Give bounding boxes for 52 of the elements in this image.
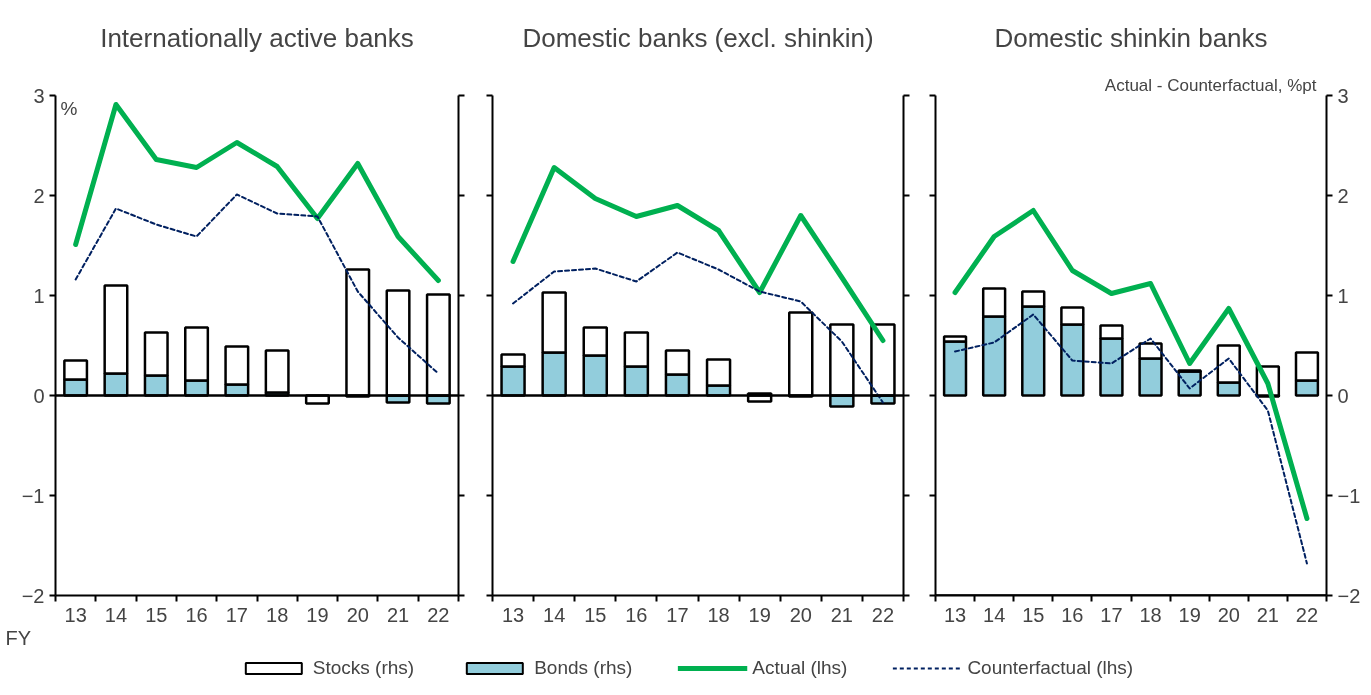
chart-title: Domestic banks (excl. shinkin) <box>522 22 874 53</box>
chart-title: Domestic shinkin banks <box>994 22 1268 53</box>
x-tick-label: 16 <box>625 603 648 626</box>
x-tick-label: 19 <box>1178 603 1201 626</box>
y-tick-label: 0 <box>33 384 45 407</box>
y-tick-label: −2 <box>21 584 45 607</box>
x-tick-label: 13 <box>501 603 525 626</box>
x-tick-label: 18 <box>266 603 289 626</box>
legend-label: Bonds (rhs) <box>534 657 633 679</box>
x-tick-label: 20 <box>346 603 369 626</box>
x-tick-label: 19 <box>748 603 771 626</box>
x-tick-label: 20 <box>1217 603 1240 626</box>
x-tick-label: 15 <box>584 603 607 626</box>
x-tick-label: 15 <box>145 603 168 626</box>
x-tick-label: 21 <box>386 603 410 626</box>
x-tick-label: 22 <box>1295 603 1319 626</box>
text: FY <box>5 626 32 649</box>
legend-label: Counterfactual (lhs) <box>967 657 1134 679</box>
x-tick-label: 17 <box>1100 603 1123 626</box>
y2-tick-label: −2 <box>1337 584 1361 607</box>
x-tick-label: 13 <box>64 603 87 626</box>
x-tick-label: 21 <box>830 603 853 626</box>
x-tick-label: 17 <box>666 603 689 626</box>
x-tick-label: 22 <box>427 603 450 626</box>
y2-axis-title: Actual - Counterfactual, %pt <box>1104 75 1317 95</box>
x-tick-label: 14 <box>543 603 566 626</box>
x-tick-label: 18 <box>1139 603 1162 626</box>
y-tick-label: 3 <box>33 84 45 107</box>
x-tick-label: 13 <box>943 603 967 626</box>
legend-label: Stocks (rhs) <box>312 657 415 679</box>
x-tick-label: 18 <box>707 603 730 626</box>
y2-tick-label: 1 <box>1337 284 1349 307</box>
y2-tick-label: 0 <box>1337 384 1349 407</box>
y-tick-label: −1 <box>21 484 45 507</box>
x-tick-label: 20 <box>789 603 812 626</box>
y2-tick-label: 3 <box>1337 84 1349 107</box>
x-tick-label: 17 <box>225 603 248 626</box>
y-axis-title: % <box>60 97 78 119</box>
y2-tick-label: −1 <box>1337 484 1361 507</box>
x-tick-label: 21 <box>1256 603 1279 626</box>
x-tick-label: 14 <box>104 603 128 626</box>
x-tick-label: 16 <box>185 603 208 626</box>
x-tick-label: 22 <box>871 603 895 626</box>
legend-label: Actual (lhs) <box>752 657 848 679</box>
y-tick-label: 2 <box>33 184 45 207</box>
x-tick-label: 15 <box>1022 603 1045 626</box>
chart-title: Internationally active banks <box>100 22 414 53</box>
x-tick-label: 19 <box>306 603 329 626</box>
y-tick-label: 1 <box>33 284 45 307</box>
x-tick-label: 14 <box>983 603 1006 626</box>
y2-tick-label: 2 <box>1337 184 1349 207</box>
x-tick-label: 16 <box>1061 603 1084 626</box>
